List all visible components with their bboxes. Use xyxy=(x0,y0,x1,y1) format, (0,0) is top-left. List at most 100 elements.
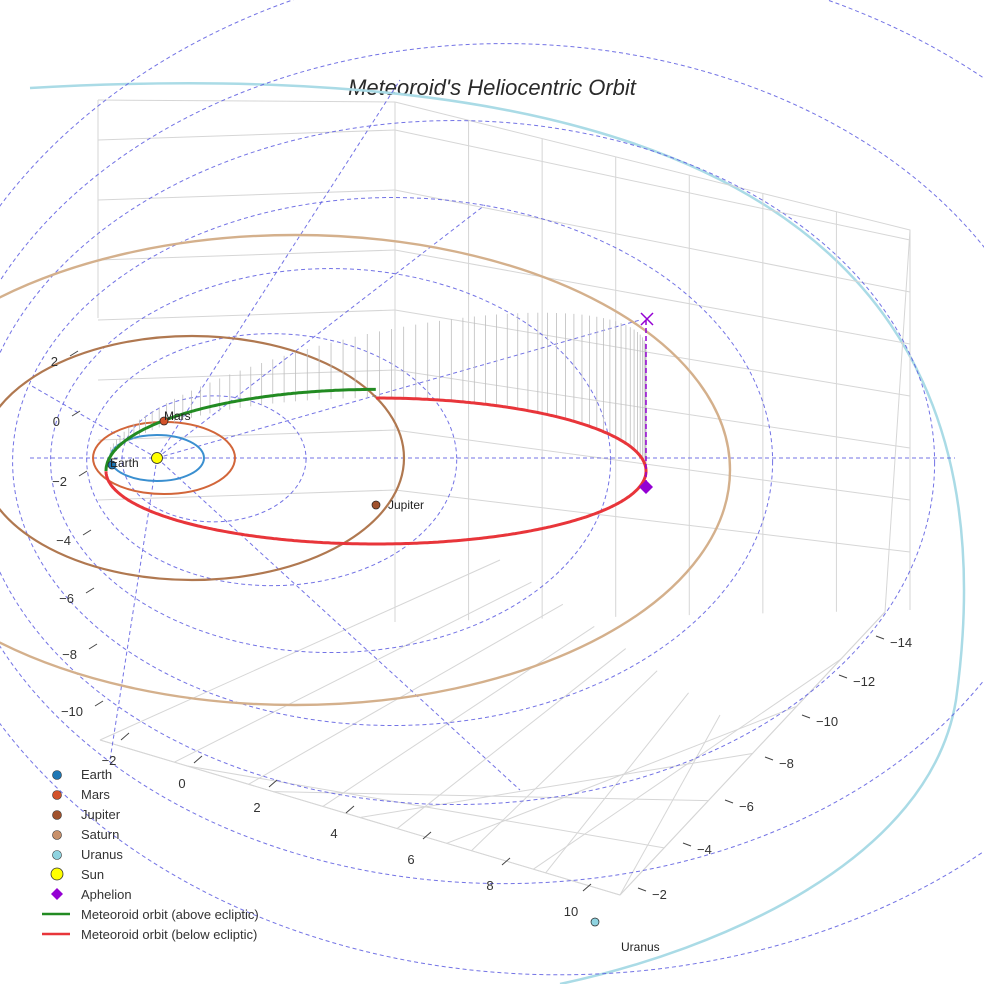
sun-marker xyxy=(151,452,163,464)
y-tick: −2 xyxy=(652,887,667,902)
legend-label: Mars xyxy=(81,787,110,802)
saturn-orbit xyxy=(0,233,732,707)
x-tick-mark xyxy=(345,805,355,814)
y-tick-mark xyxy=(838,674,848,679)
y-tick-mark xyxy=(764,756,774,761)
legend-item-uranus[interactable]: Uranus xyxy=(52,847,124,862)
legend-label: Earth xyxy=(81,767,112,782)
floor-grid-line xyxy=(322,626,595,807)
legend-item-sun[interactable]: Sun xyxy=(50,867,104,882)
ecliptic-ring xyxy=(121,395,307,523)
back-horizontal-grid xyxy=(394,189,911,293)
axis-ticks xyxy=(69,350,885,892)
floor-cross-grid xyxy=(533,658,842,870)
uranus-marker xyxy=(590,917,600,927)
legend-label: Meteoroid orbit (above ecliptic) xyxy=(81,907,259,922)
radial-spoke xyxy=(156,204,486,459)
legend-item-earth[interactable]: Earth xyxy=(52,767,113,782)
mars-label: Mars xyxy=(164,409,191,423)
z-tick: −2 xyxy=(52,474,67,489)
y-tick: −8 xyxy=(779,756,794,771)
back-horizontal-grid xyxy=(394,369,911,449)
legend-item-mars[interactable]: Mars xyxy=(52,787,111,802)
legend-label: Meteoroid orbit (below ecliptic) xyxy=(81,927,257,942)
aphelion-marker xyxy=(639,480,653,494)
chart-title: Meteoroid's Heliocentric Orbit xyxy=(348,75,637,100)
floor-grid-line xyxy=(619,714,721,896)
y-tick: −10 xyxy=(816,714,838,729)
floor-grid-line xyxy=(396,648,627,829)
y-tick: −6 xyxy=(739,799,754,814)
y-tick-mark xyxy=(637,887,647,892)
z-tick: −10 xyxy=(61,704,83,719)
legend-label: Aphelion xyxy=(81,887,132,902)
y-tick: −12 xyxy=(853,674,875,689)
y-tick-mark xyxy=(801,714,811,719)
planet-orbits xyxy=(0,233,732,707)
x-tick: 8 xyxy=(486,878,493,893)
legend-swatch xyxy=(52,770,62,780)
back-horizontal-grid xyxy=(394,249,911,345)
z-tick: 2 xyxy=(51,354,58,369)
legend-swatch xyxy=(50,867,64,881)
left-horizontal-grid xyxy=(97,489,396,501)
radial-spoke xyxy=(109,457,158,761)
radial-spoke xyxy=(156,79,401,459)
legend-item-meteoroid-below[interactable]: Meteoroid orbit (below ecliptic) xyxy=(42,927,257,942)
y-tick-mark xyxy=(875,635,885,640)
x-tick-mark xyxy=(193,755,203,764)
radial-spoke xyxy=(29,384,158,459)
legend-item-saturn[interactable]: Saturn xyxy=(52,827,120,842)
radial-spoke xyxy=(156,457,521,791)
left-horizontal-grid xyxy=(97,129,396,141)
x-tick: 0 xyxy=(178,776,185,791)
y-tick-mark xyxy=(682,842,692,847)
x-tick: 10 xyxy=(564,904,578,919)
jupiter-label: Jupiter xyxy=(388,498,424,512)
x-tick-mark xyxy=(422,831,432,840)
x-tick-mark xyxy=(120,732,130,741)
legend-label: Uranus xyxy=(81,847,123,862)
x-tick-mark xyxy=(582,883,592,892)
x-tick: 2 xyxy=(253,800,260,815)
z-tick-mark xyxy=(88,643,98,650)
legend-swatch xyxy=(52,850,62,860)
legend-item-meteoroid-above[interactable]: Meteoroid orbit (above ecliptic) xyxy=(42,907,259,922)
legend-swatch xyxy=(52,830,62,840)
y-tick-mark xyxy=(724,799,734,804)
meteoroid-orbit-below xyxy=(104,396,648,546)
left-horizontal-grid xyxy=(97,369,396,381)
z-tick: 0 xyxy=(53,414,60,429)
earth-marker xyxy=(107,460,117,470)
legend-label: Sun xyxy=(81,867,104,882)
left-horizontal-grid xyxy=(97,189,396,201)
y-tick: −4 xyxy=(697,842,712,857)
z-tick-mark xyxy=(71,410,81,417)
floor-cross-grid xyxy=(446,705,797,844)
legend-item-aphelion[interactable]: Aphelion xyxy=(51,887,132,902)
x-tick-mark xyxy=(268,779,278,788)
legend-item-jupiter[interactable]: Jupiter xyxy=(52,807,121,822)
jupiter-marker xyxy=(371,500,381,510)
legend-swatch xyxy=(52,790,62,800)
z-tick: −4 xyxy=(56,533,71,548)
floor-grid-line xyxy=(99,559,501,741)
ecliptic-ring xyxy=(50,268,612,654)
legend-label: Jupiter xyxy=(81,807,121,822)
floor-grid-line xyxy=(174,581,532,763)
z-tick-mark xyxy=(82,529,92,536)
aphelion-projection-marker xyxy=(640,312,654,326)
z-tick: −8 xyxy=(62,647,77,662)
left-horizontal-grid xyxy=(97,429,396,441)
back-horizontal-grid xyxy=(394,309,911,397)
earth-label: Earth xyxy=(110,456,139,470)
ecliptic-ring xyxy=(0,43,984,884)
grid-lines xyxy=(97,99,911,896)
legend-swatch xyxy=(51,888,63,900)
floor-grid-line xyxy=(248,603,564,785)
mars-marker xyxy=(159,416,169,426)
floor-cross-grid xyxy=(359,753,753,818)
floor-grid-line xyxy=(471,670,658,852)
left-horizontal-grid xyxy=(97,309,396,321)
x-tick: 4 xyxy=(330,826,337,841)
